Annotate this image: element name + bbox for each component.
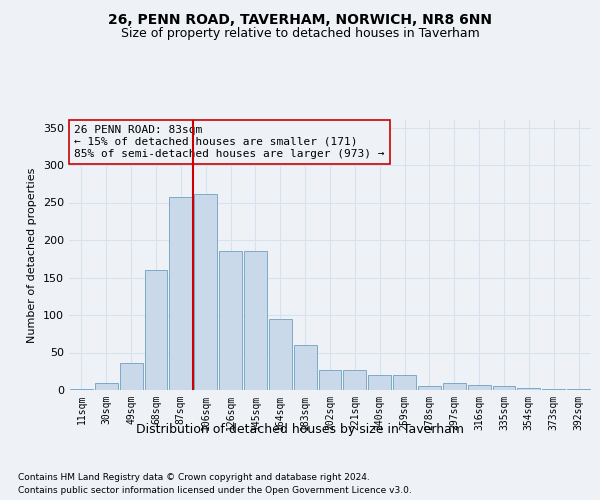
Bar: [517, 388, 540, 390]
Bar: [443, 382, 466, 390]
Bar: [194, 194, 217, 390]
Bar: [269, 319, 292, 390]
Bar: [567, 388, 590, 390]
Bar: [95, 382, 118, 390]
Bar: [393, 375, 416, 390]
Bar: [145, 270, 167, 390]
Text: Contains HM Land Registry data © Crown copyright and database right 2024.: Contains HM Land Registry data © Crown c…: [18, 472, 370, 482]
Bar: [169, 196, 192, 390]
Text: 26, PENN ROAD, TAVERHAM, NORWICH, NR8 6NN: 26, PENN ROAD, TAVERHAM, NORWICH, NR8 6N…: [108, 12, 492, 26]
Text: Distribution of detached houses by size in Taverham: Distribution of detached houses by size …: [136, 422, 464, 436]
Bar: [319, 370, 341, 390]
Bar: [219, 251, 242, 390]
Bar: [468, 385, 491, 390]
Bar: [418, 386, 441, 390]
Bar: [244, 251, 267, 390]
Bar: [343, 370, 366, 390]
Text: Size of property relative to detached houses in Taverham: Size of property relative to detached ho…: [121, 28, 479, 40]
Bar: [120, 363, 143, 390]
Y-axis label: Number of detached properties: Number of detached properties: [28, 168, 37, 342]
Bar: [294, 345, 317, 390]
Text: Contains public sector information licensed under the Open Government Licence v3: Contains public sector information licen…: [18, 486, 412, 495]
Text: 26 PENN ROAD: 83sqm
← 15% of detached houses are smaller (171)
85% of semi-detac: 26 PENN ROAD: 83sqm ← 15% of detached ho…: [74, 126, 385, 158]
Bar: [493, 386, 515, 390]
Bar: [70, 388, 93, 390]
Bar: [542, 388, 565, 390]
Bar: [368, 375, 391, 390]
